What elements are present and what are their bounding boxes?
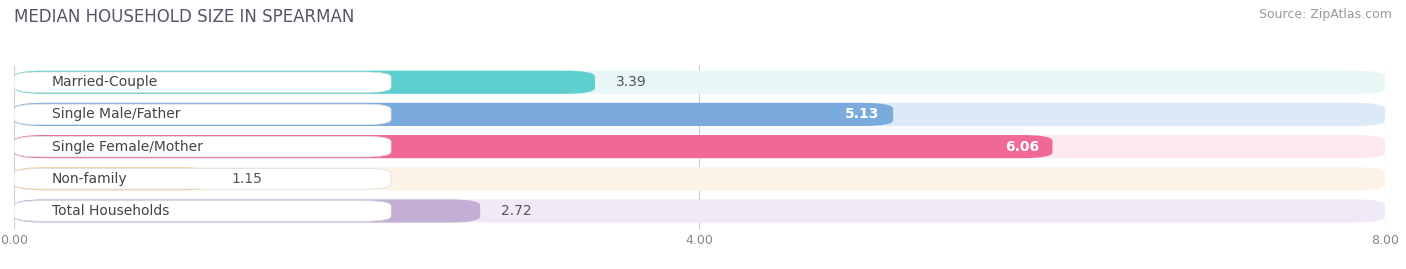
Text: 6.06: 6.06	[1005, 140, 1039, 154]
Text: 3.39: 3.39	[616, 75, 647, 89]
Text: 2.72: 2.72	[501, 204, 531, 218]
FancyBboxPatch shape	[14, 135, 1053, 158]
FancyBboxPatch shape	[14, 72, 391, 93]
FancyBboxPatch shape	[14, 103, 1385, 126]
FancyBboxPatch shape	[14, 201, 391, 221]
FancyBboxPatch shape	[14, 136, 391, 157]
FancyBboxPatch shape	[14, 103, 893, 126]
FancyBboxPatch shape	[14, 199, 1385, 222]
FancyBboxPatch shape	[14, 167, 211, 190]
Text: 5.13: 5.13	[845, 107, 879, 121]
FancyBboxPatch shape	[14, 199, 481, 222]
Text: MEDIAN HOUSEHOLD SIZE IN SPEARMAN: MEDIAN HOUSEHOLD SIZE IN SPEARMAN	[14, 8, 354, 26]
FancyBboxPatch shape	[14, 71, 595, 94]
Text: Single Female/Mother: Single Female/Mother	[52, 140, 202, 154]
FancyBboxPatch shape	[14, 104, 391, 125]
Text: Married-Couple: Married-Couple	[52, 75, 157, 89]
FancyBboxPatch shape	[14, 71, 1385, 94]
Text: Single Male/Father: Single Male/Father	[52, 107, 180, 121]
Text: Non-family: Non-family	[52, 172, 128, 186]
Text: Source: ZipAtlas.com: Source: ZipAtlas.com	[1258, 8, 1392, 21]
FancyBboxPatch shape	[14, 135, 1385, 158]
FancyBboxPatch shape	[14, 167, 1385, 190]
Text: Total Households: Total Households	[52, 204, 169, 218]
Text: 1.15: 1.15	[232, 172, 263, 186]
FancyBboxPatch shape	[14, 168, 391, 189]
